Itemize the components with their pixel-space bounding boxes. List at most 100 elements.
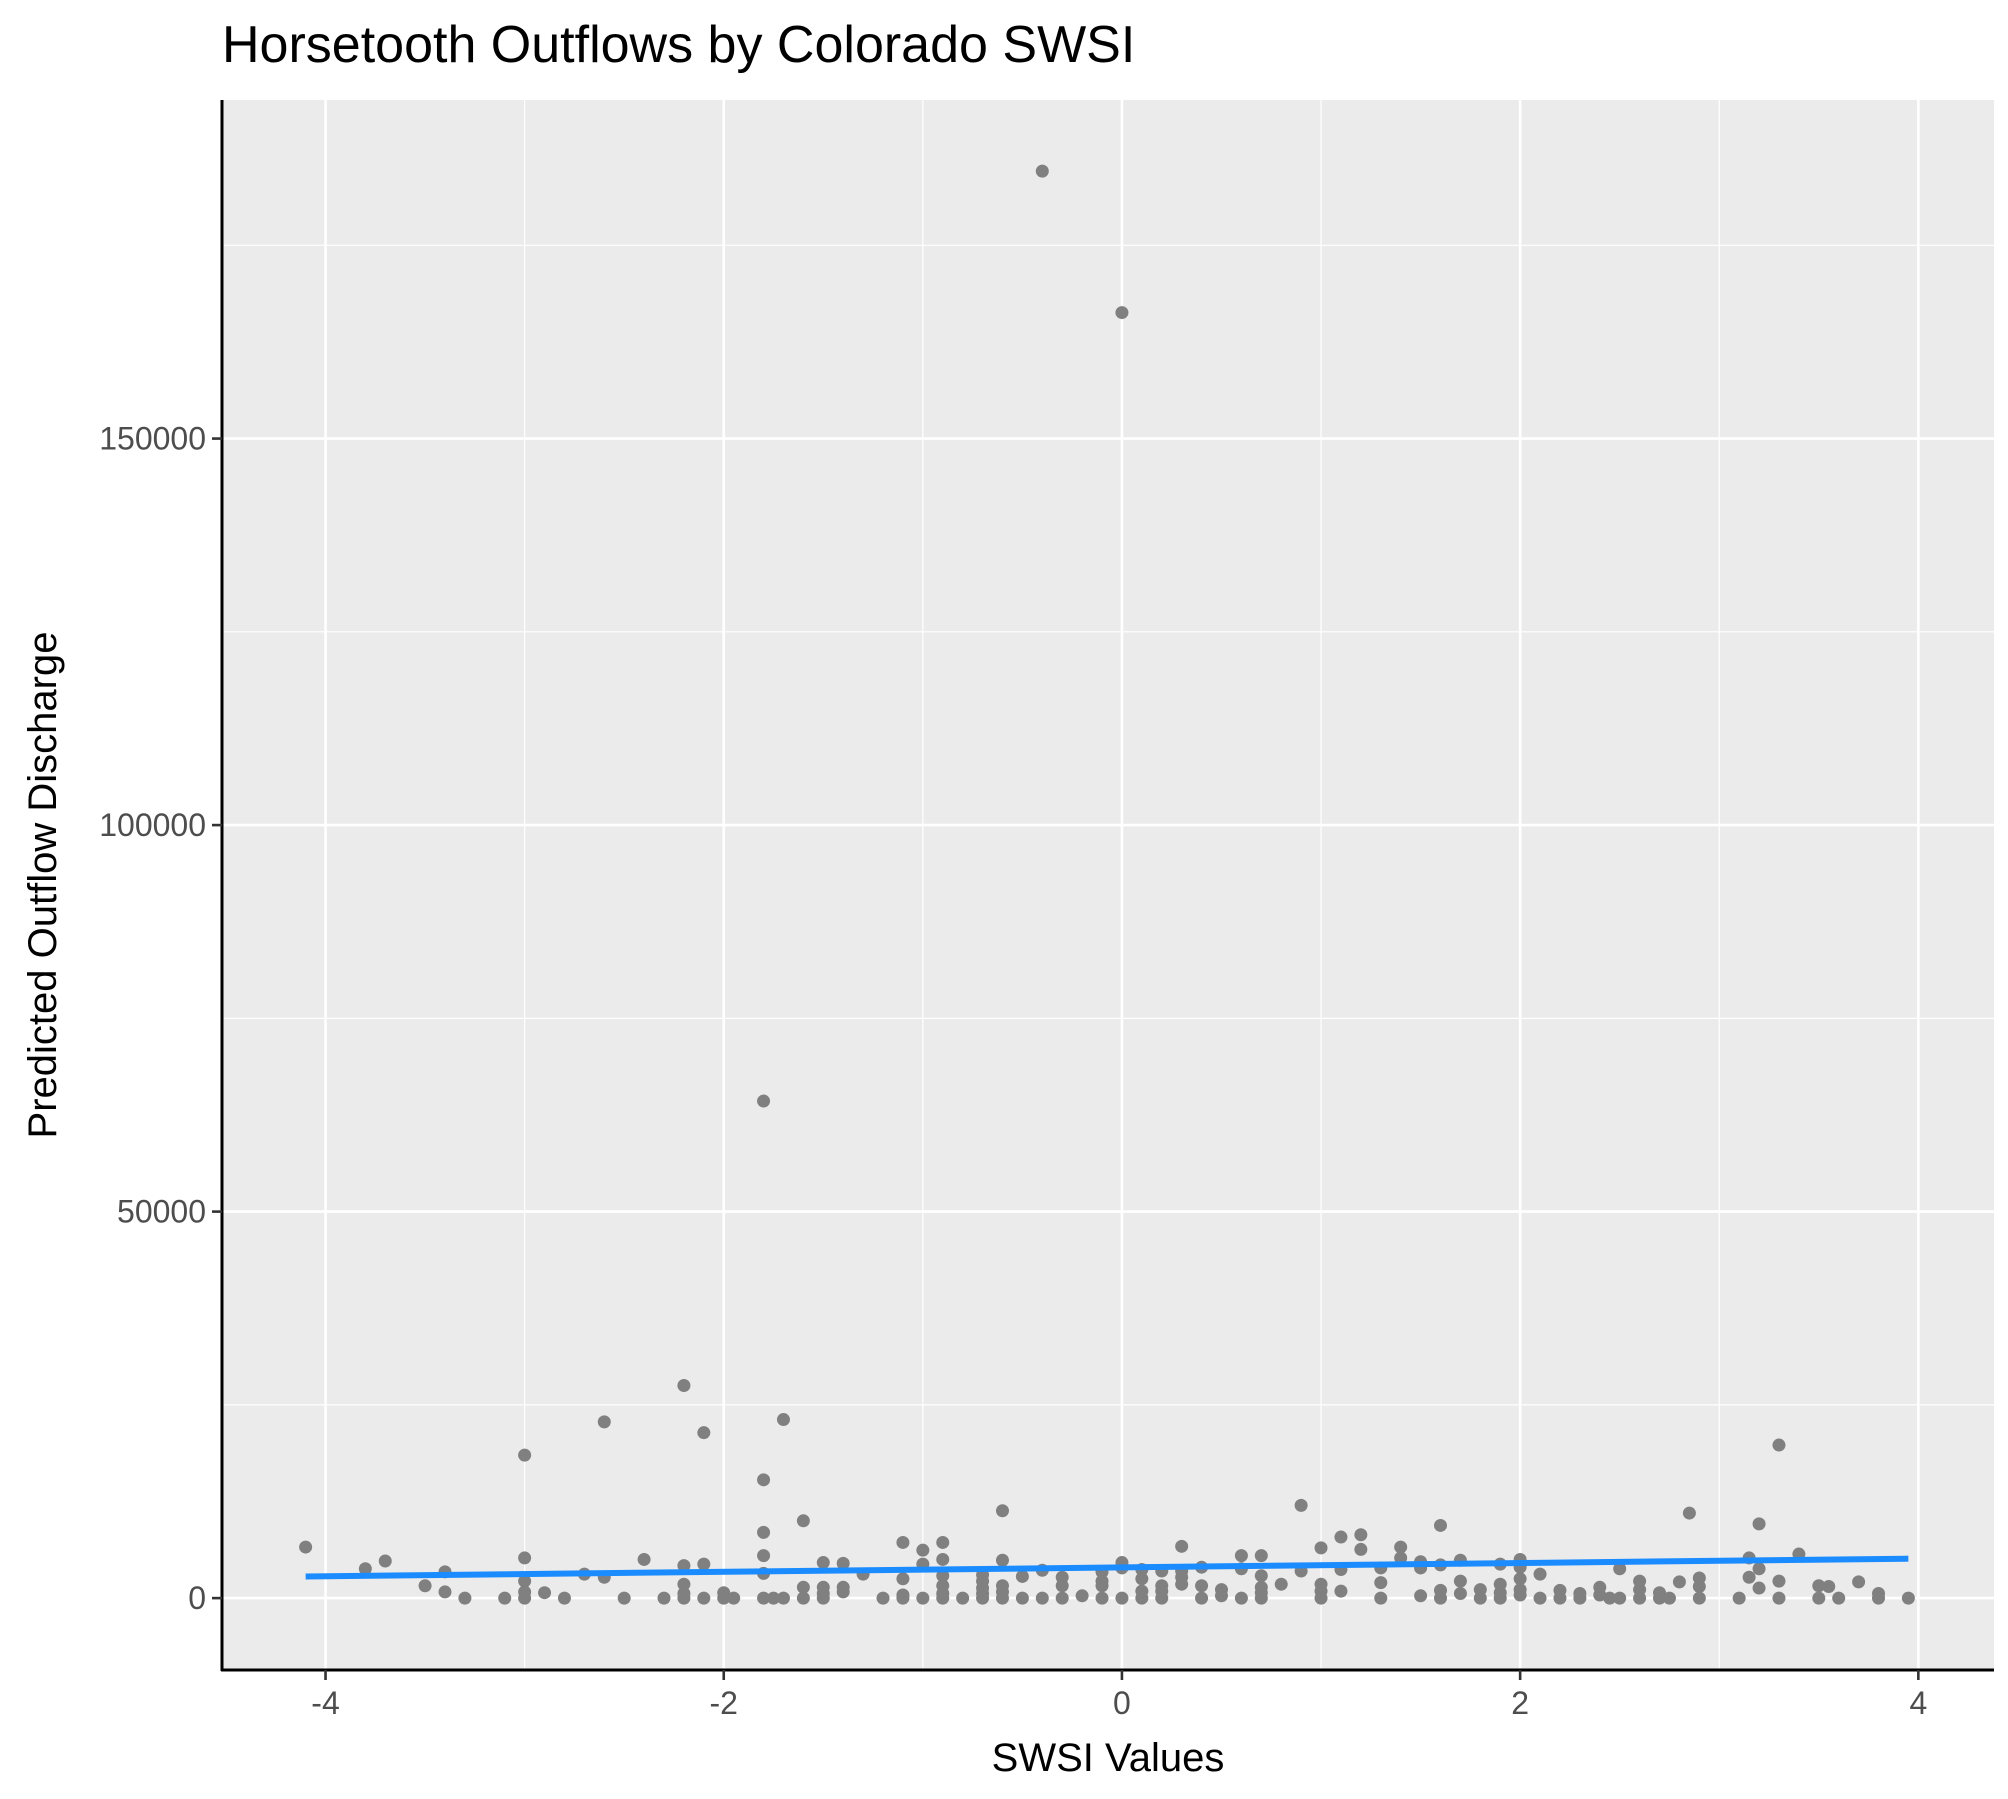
data-point	[1872, 1591, 1886, 1605]
data-point	[1453, 1586, 1467, 1600]
data-point	[518, 1551, 532, 1565]
data-point	[727, 1591, 741, 1605]
trend-line-layer	[305, 1555, 1909, 1580]
data-point	[896, 1591, 910, 1605]
data-point	[1195, 1579, 1209, 1593]
data-point	[995, 1591, 1009, 1605]
data-point	[757, 1525, 771, 1539]
data-point	[1752, 1581, 1766, 1595]
data-point	[1414, 1589, 1428, 1603]
data-point	[1772, 1574, 1786, 1588]
data-point	[1812, 1591, 1826, 1605]
data-point	[1135, 1572, 1149, 1586]
data-point	[1354, 1542, 1368, 1556]
data-point	[936, 1535, 950, 1549]
data-point	[1732, 1591, 1746, 1605]
data-point	[1513, 1572, 1527, 1586]
data-point	[1772, 1591, 1786, 1605]
data-point	[1672, 1575, 1686, 1589]
data-point	[1692, 1580, 1706, 1594]
trend-line	[305, 1555, 1909, 1580]
data-point	[1573, 1591, 1587, 1605]
chart-title: Horsetooth Outflows by Colorado SWSI	[222, 16, 1135, 74]
data-point	[1254, 1591, 1268, 1605]
data-point	[1822, 1580, 1836, 1594]
data-point	[1115, 1591, 1129, 1605]
data-point	[896, 1535, 910, 1549]
x-tick-label: -4	[311, 1685, 339, 1721]
x-tick-label: -2	[710, 1685, 738, 1721]
data-point	[597, 1415, 611, 1429]
data-point	[916, 1591, 930, 1605]
data-point	[557, 1591, 571, 1605]
data-point	[677, 1559, 691, 1573]
data-point	[1374, 1576, 1388, 1590]
data-point	[1274, 1577, 1288, 1591]
data-point	[1493, 1591, 1507, 1605]
data-point	[836, 1585, 850, 1599]
x-tick-label: 4	[1909, 1685, 1927, 1721]
data-point	[1752, 1562, 1766, 1576]
data-point	[1095, 1591, 1109, 1605]
y-tick-label: 0	[188, 1580, 206, 1616]
data-point	[1294, 1498, 1308, 1512]
data-point	[1433, 1518, 1447, 1532]
data-point	[767, 1591, 781, 1605]
data-point	[776, 1413, 790, 1427]
data-point	[717, 1591, 731, 1605]
data-point	[1593, 1588, 1607, 1602]
data-point	[1095, 1579, 1109, 1593]
data-point	[757, 1473, 771, 1487]
data-point	[916, 1543, 930, 1557]
data-point	[1374, 1591, 1388, 1605]
data-point	[1433, 1591, 1447, 1605]
data-point	[1453, 1574, 1467, 1588]
data-point	[518, 1591, 532, 1605]
data-point	[518, 1574, 532, 1588]
data-point	[1473, 1591, 1487, 1605]
data-point	[1394, 1540, 1408, 1554]
data-point	[1613, 1562, 1627, 1576]
data-point	[1901, 1591, 1915, 1605]
data-point	[637, 1552, 651, 1566]
data-point	[677, 1379, 691, 1393]
data-point	[378, 1554, 392, 1568]
data-point	[518, 1448, 532, 1462]
data-point	[816, 1556, 830, 1570]
data-point	[796, 1580, 810, 1594]
data-point	[677, 1577, 691, 1591]
data-point	[1254, 1569, 1268, 1583]
data-point	[1692, 1591, 1706, 1605]
data-point	[1015, 1569, 1029, 1583]
data-point	[1513, 1588, 1527, 1602]
data-point	[1653, 1591, 1667, 1605]
data-point	[1354, 1528, 1368, 1542]
y-axis-label: Predicted Outflow Discharge	[21, 632, 65, 1139]
data-point	[1175, 1539, 1189, 1553]
data-point	[936, 1552, 950, 1566]
data-point	[498, 1591, 512, 1605]
data-point	[697, 1591, 711, 1605]
data-point	[1772, 1438, 1786, 1452]
data-point	[1334, 1584, 1348, 1598]
data-point	[1742, 1570, 1756, 1584]
data-point	[1155, 1591, 1169, 1605]
data-point	[657, 1591, 671, 1605]
y-tick-label: 50000	[117, 1194, 206, 1230]
data-point	[816, 1591, 830, 1605]
data-point	[796, 1591, 810, 1605]
data-point	[538, 1586, 552, 1600]
data-point	[1254, 1549, 1268, 1563]
data-point	[1633, 1591, 1647, 1605]
data-point	[796, 1514, 810, 1528]
data-point	[757, 1549, 771, 1563]
data-point	[1115, 306, 1129, 320]
data-point	[458, 1591, 472, 1605]
data-point	[1175, 1577, 1189, 1591]
data-point	[1035, 164, 1049, 178]
data-point	[1314, 1541, 1328, 1555]
data-point	[1533, 1567, 1547, 1581]
x-tick-label: 2	[1511, 1685, 1529, 1721]
data-point	[677, 1591, 691, 1605]
